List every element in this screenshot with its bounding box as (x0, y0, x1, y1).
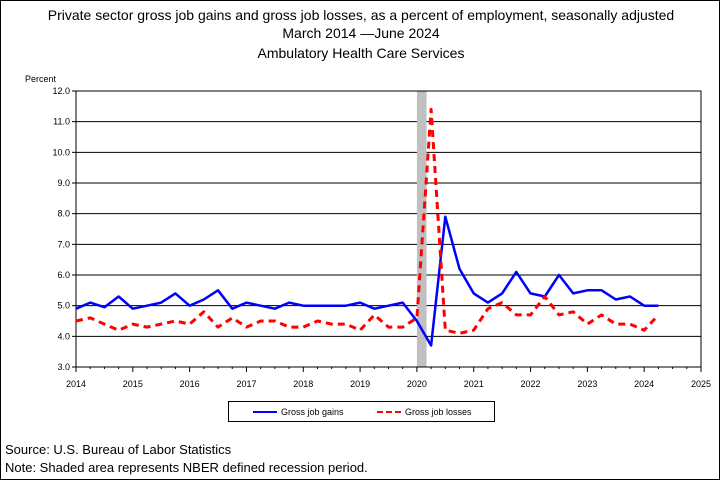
recession-note: Note: Shaded area represents NBER define… (5, 460, 368, 475)
x-tick-label-2023: 2023 (577, 379, 597, 389)
y-tick-label-9.0: 9.0 (57, 178, 70, 188)
y-tick-label-12.0: 12.0 (52, 86, 70, 96)
chart-title: Private sector gross job gains and gross… (47, 7, 675, 23)
source-note: Source: U.S. Bureau of Labor Statistics (5, 442, 232, 457)
legend-label-gains: Gross job gains (281, 407, 344, 417)
y-tick-label-7.0: 7.0 (57, 239, 70, 249)
x-tick-label-2015: 2015 (123, 379, 143, 389)
x-tick-label-2018: 2018 (293, 379, 313, 389)
x-tick-label-2016: 2016 (180, 379, 200, 389)
y-tick-label-5.0: 5.0 (57, 301, 70, 311)
series-line-gains (75, 215, 659, 347)
x-tick-label-2017: 2017 (236, 379, 256, 389)
y-tick-label-6.0: 6.0 (57, 270, 70, 280)
x-tick-label-2024: 2024 (634, 379, 654, 389)
legend-label-losses: Gross job losses (405, 407, 472, 417)
chart-industry: Ambulatory Health Care Services (257, 45, 465, 61)
x-tick-label-2014: 2014 (66, 379, 86, 389)
y-axis-label: Percent (25, 74, 57, 84)
y-tick-label-4.0: 4.0 (57, 331, 70, 341)
legend-item-losses: Gross job losses (377, 406, 472, 418)
legend-swatch-losses (377, 411, 401, 413)
legend-swatch-gains (253, 411, 277, 413)
y-tick-label-11.0: 11.0 (53, 117, 70, 127)
chart-subtitle: March 2014 —June 2024 (282, 25, 440, 41)
x-tick-label-2021: 2021 (464, 379, 484, 389)
x-tick-label-2022: 2022 (521, 379, 541, 389)
y-tick-label-8.0: 8.0 (57, 209, 70, 219)
legend: Gross job gains Gross job losses (228, 401, 495, 422)
legend-item-gains: Gross job gains (253, 406, 344, 418)
x-tick-label-2025: 2025 (691, 379, 711, 389)
x-tick-label-2019: 2019 (350, 379, 370, 389)
y-tick-label-3.0: 3.0 (57, 362, 70, 372)
y-tick-label-10.0: 10.0 (52, 147, 70, 157)
x-tick-label-2020: 2020 (407, 379, 427, 389)
plot-svg: 3.0 4.0 5.0 6.0 7.0 8.0 9.0 10.0 11.0 12.0 2014 201… (52, 86, 711, 389)
series-line-losses (75, 107, 660, 335)
